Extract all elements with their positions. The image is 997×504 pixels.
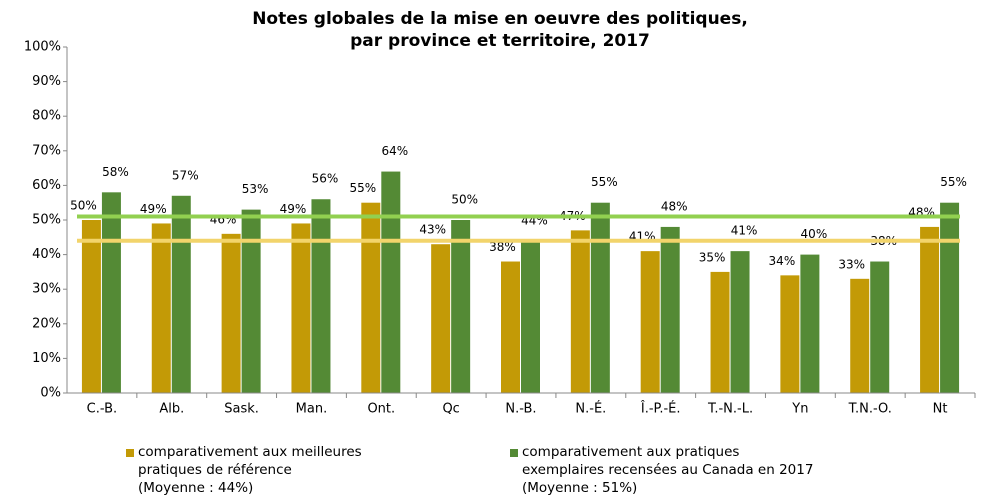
bar	[640, 251, 660, 393]
bar	[920, 226, 940, 393]
bar	[451, 220, 471, 393]
value-label: 50%	[70, 199, 97, 213]
value-label: 33%	[838, 257, 865, 271]
x-tick-label: T.-N.-L.	[707, 402, 753, 417]
chart-title: par province et territoire, 2017	[350, 31, 650, 51]
legend-average: (Moyenne : 51%)	[522, 480, 638, 496]
bar	[151, 223, 171, 393]
legend-entry: comparativement aux pratiques exemplaire…	[510, 443, 852, 497]
x-tick-label: Qc	[442, 402, 459, 417]
y-tick-label: 30%	[32, 282, 61, 297]
legend-swatch	[126, 449, 134, 457]
value-label: 40%	[801, 227, 828, 241]
bar	[521, 240, 540, 393]
bar	[730, 251, 750, 393]
bar	[710, 271, 730, 393]
x-tick-label: N.-B.	[505, 402, 536, 417]
y-tick-label: 80%	[32, 109, 61, 124]
x-tick-label: Sask.	[224, 402, 259, 417]
bar	[291, 223, 311, 393]
x-tick-label: Alb.	[159, 402, 184, 417]
x-tick-label: Man.	[296, 402, 328, 417]
value-label: 34%	[769, 254, 796, 268]
bar	[221, 233, 241, 393]
bar	[590, 202, 610, 393]
bar	[501, 261, 520, 393]
value-label: 49%	[140, 202, 167, 216]
value-label: 43%	[419, 223, 446, 237]
chart: Notes globales de la mise en oeuvre des …	[24, 9, 976, 417]
legend-entry: comparativement aux meilleures pratiques…	[126, 443, 468, 497]
value-label: 53%	[242, 182, 269, 196]
x-tick-label: Yn	[791, 402, 808, 417]
y-tick-label: 60%	[32, 178, 61, 193]
bar	[431, 244, 451, 393]
value-label: 55%	[591, 175, 618, 189]
value-label: 49%	[280, 202, 307, 216]
chart-title: Notes globales de la mise en oeuvre des …	[252, 9, 748, 29]
bar	[780, 275, 800, 393]
y-tick-label: 20%	[32, 316, 61, 331]
value-label: 57%	[172, 168, 199, 182]
bar	[870, 261, 890, 393]
x-tick-label: C.-B.	[87, 402, 118, 417]
bar	[850, 278, 870, 393]
value-label: 55%	[349, 181, 376, 195]
value-label: 64%	[381, 144, 408, 158]
bar	[570, 230, 590, 393]
value-label: 55%	[940, 175, 967, 189]
legend-label: comparativement aux meilleures pratiques…	[138, 444, 362, 478]
bar	[81, 220, 101, 393]
value-label: 56%	[312, 172, 339, 186]
bar	[241, 209, 261, 393]
value-label: 38%	[489, 240, 516, 254]
value-label: 50%	[451, 193, 478, 207]
x-tick-label: N.-É.	[575, 401, 606, 417]
bar	[800, 254, 820, 393]
y-tick-label: 50%	[32, 213, 61, 228]
y-tick-label: 90%	[32, 74, 61, 89]
legend-label: comparativement aux pratiques exemplaire…	[522, 444, 814, 478]
legend-average: (Moyenne : 44%)	[138, 480, 254, 496]
bar	[101, 192, 121, 393]
x-tick-label: Ont.	[367, 402, 395, 417]
y-tick-label: 100%	[24, 40, 61, 55]
y-tick-label: 10%	[32, 351, 61, 366]
bar	[311, 199, 331, 393]
value-label: 35%	[699, 250, 726, 264]
y-tick-label: 40%	[32, 247, 61, 262]
legend-swatch	[510, 449, 518, 457]
value-label: 48%	[661, 199, 688, 213]
bar	[361, 202, 381, 393]
bar	[660, 226, 680, 393]
value-label: 41%	[731, 224, 758, 238]
x-tick-label: T.N.-O.	[848, 402, 892, 417]
x-tick-label: Î.-P.-É.	[640, 401, 681, 417]
bar	[171, 195, 191, 393]
value-label: 58%	[102, 165, 129, 179]
y-tick-label: 70%	[32, 143, 61, 158]
y-tick-label: 0%	[40, 386, 61, 401]
bar	[381, 171, 401, 393]
x-tick-label: Nt	[933, 402, 948, 417]
bar	[940, 202, 960, 393]
value-label: 46%	[210, 212, 237, 226]
